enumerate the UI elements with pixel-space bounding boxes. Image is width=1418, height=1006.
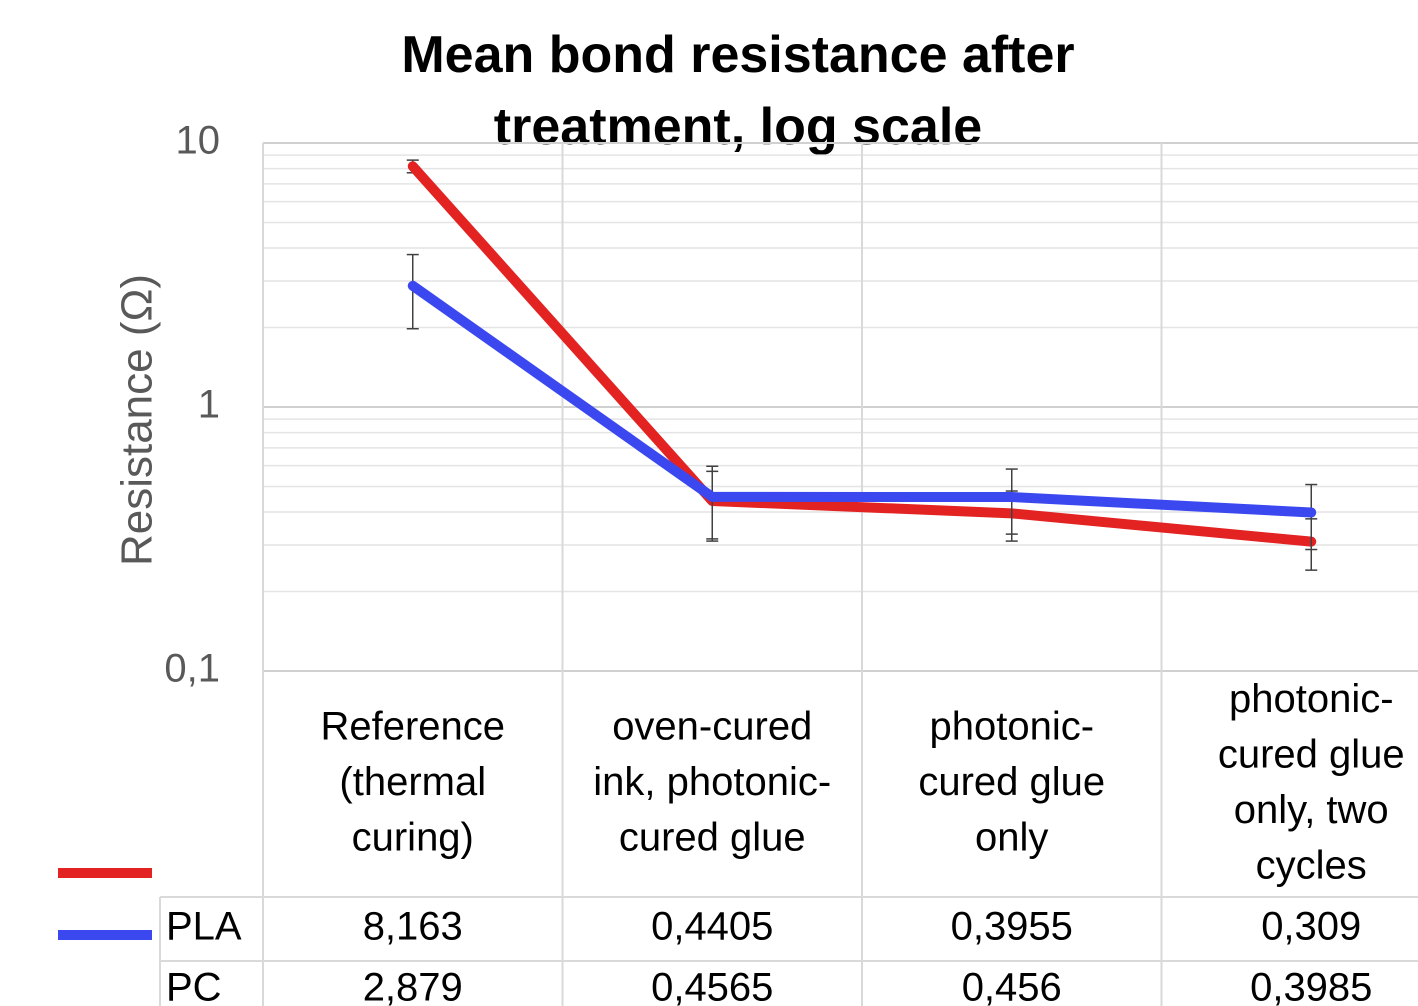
y-axis-label: Resistance (Ω) [113,274,162,566]
table-value: 0,309 [1261,905,1361,949]
chart-title: Mean bond resistance after treatment, log… [401,26,1074,156]
x-tick-label: oven-cured ink, photonic-cured glue [593,704,831,859]
table-value: 0,3985 [1250,966,1372,1006]
table-value: 0,456 [962,966,1062,1006]
y-tick-label: 10 [176,119,221,163]
y-tick-label: 0,1 [164,647,220,691]
series-line [407,280,1317,518]
legend-label: PLA [166,905,242,949]
table-value: 2,879 [363,966,463,1006]
series-line [407,161,1317,547]
y-tick-label: 1 [198,383,220,427]
x-tick-label: photonic-cured glue only, two cycles [1218,676,1405,887]
x-tick-label: photonic-cured glue only [918,704,1105,859]
table-value: 8,163 [363,905,463,949]
table-value: 0,3955 [951,905,1073,949]
table-value: 0,4565 [651,966,773,1006]
x-tick-label: Reference (thermal curing) [320,704,505,859]
legend-label: PC [166,966,222,1006]
table-value: 0,4405 [651,905,773,949]
